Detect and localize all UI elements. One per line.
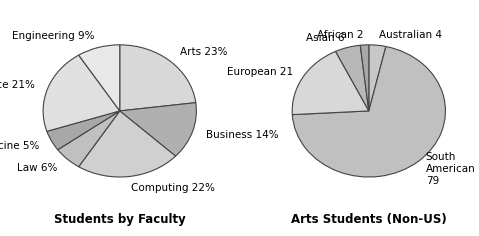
Text: Arts 23%: Arts 23% [180,47,227,57]
Text: Australian 4: Australian 4 [379,30,442,40]
Text: Business 14%: Business 14% [206,130,278,140]
Text: Computing 22%: Computing 22% [131,183,215,193]
Wedge shape [43,55,120,131]
Wedge shape [79,111,176,177]
Text: Law 6%: Law 6% [17,163,58,173]
Wedge shape [120,103,196,156]
Wedge shape [292,46,445,177]
Text: African 2: African 2 [318,30,364,40]
Wedge shape [369,45,386,111]
Wedge shape [336,45,369,111]
Text: Asian 6: Asian 6 [306,33,344,43]
Text: Science 21%: Science 21% [0,80,34,89]
Wedge shape [292,51,369,115]
Text: European 21: European 21 [227,67,293,77]
Wedge shape [47,111,120,150]
Wedge shape [79,45,120,111]
Title: Arts Students (Non-US): Arts Students (Non-US) [291,213,447,226]
Wedge shape [120,45,196,111]
Wedge shape [360,45,369,111]
Wedge shape [58,111,120,167]
Text: Medicine 5%: Medicine 5% [0,141,39,151]
Title: Students by Faculty: Students by Faculty [54,213,186,226]
Text: South
American
79: South American 79 [426,152,476,185]
Text: Engineering 9%: Engineering 9% [12,31,94,41]
